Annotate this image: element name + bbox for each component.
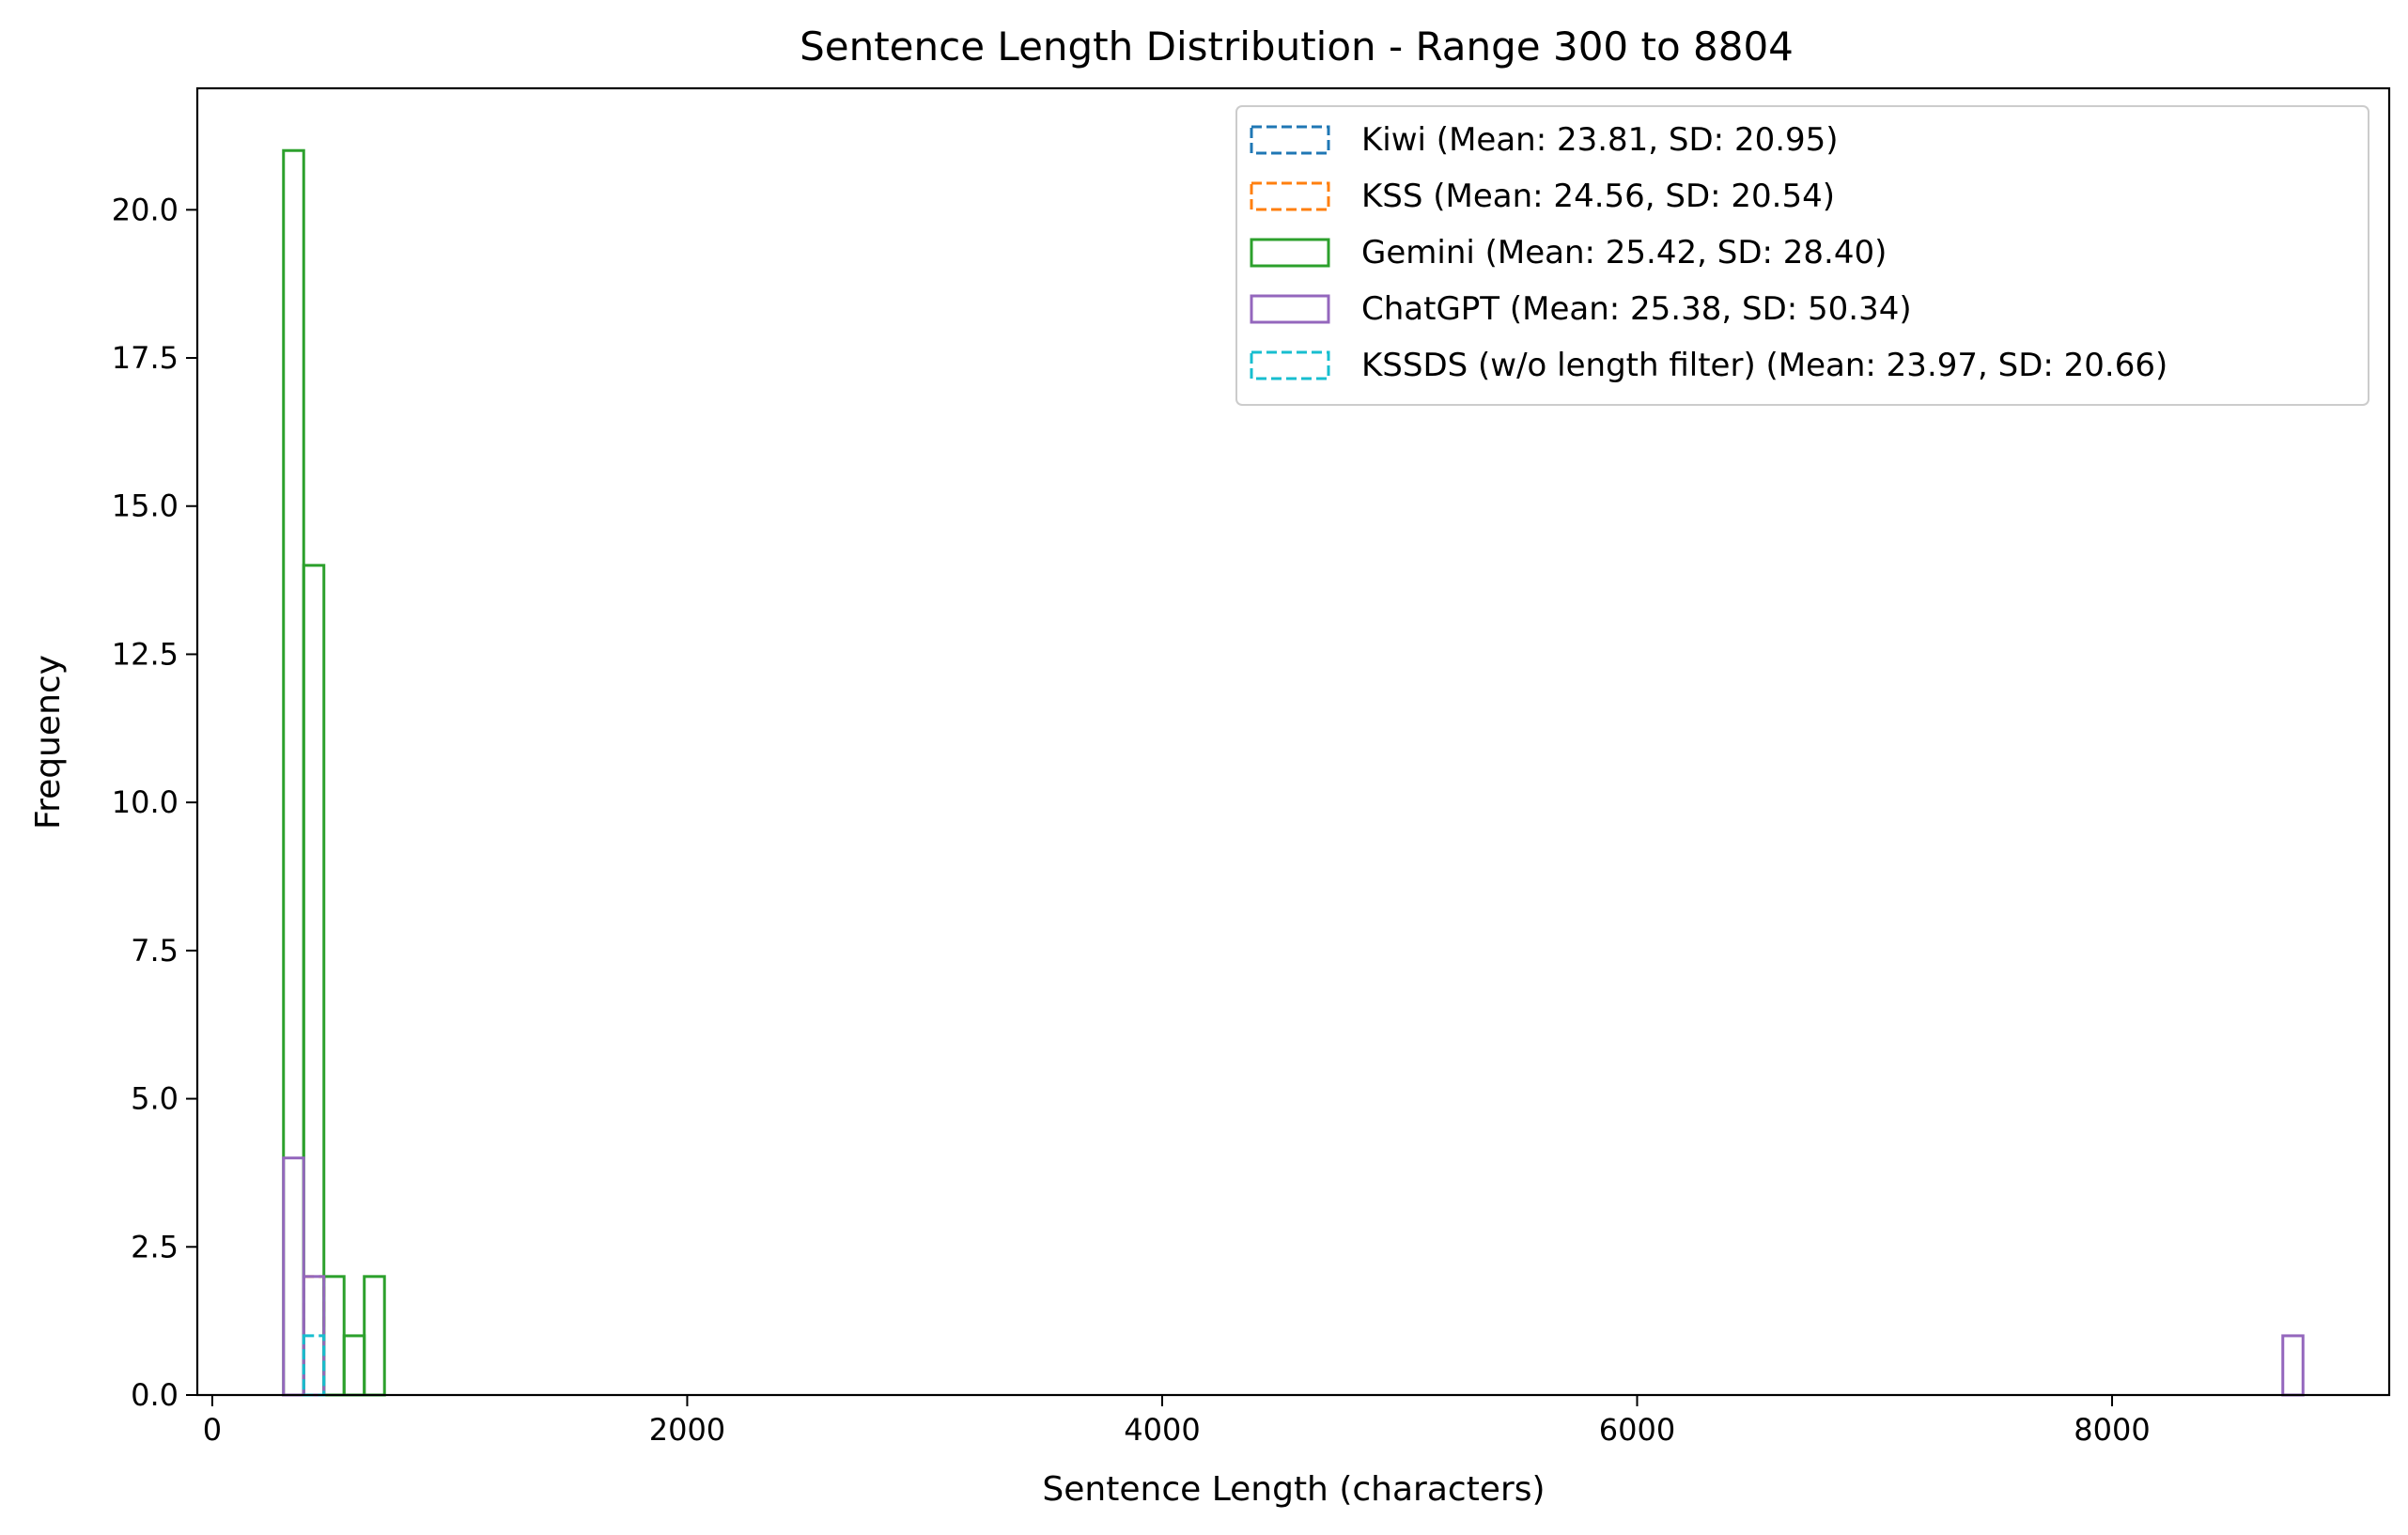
x-tick-label: 2000 <box>649 1412 725 1448</box>
x-tick-label: 0 <box>203 1412 222 1448</box>
y-tick-label: 17.5 <box>112 340 179 376</box>
y-tick-label: 10.0 <box>112 784 179 820</box>
histogram-bar <box>302 1334 326 1397</box>
plot-frame <box>195 86 2391 1397</box>
legend-swatch <box>1250 294 1330 324</box>
legend-label: KSS (Mean: 24.56, SD: 20.54) <box>1361 178 1835 215</box>
chart-title: Sentence Length Distribution - Range 300… <box>800 23 1794 70</box>
x-tick-label: 4000 <box>1124 1412 1200 1448</box>
y-tick-label: 7.5 <box>131 933 179 969</box>
legend-label: KSSDS (w/o length filter) (Mean: 23.97, … <box>1361 347 2167 384</box>
y-tick-label: 15.0 <box>112 488 179 524</box>
y-tick-label: 2.5 <box>131 1229 179 1264</box>
y-tick-label: 12.5 <box>112 636 179 672</box>
y-tick-label: 0.0 <box>131 1377 179 1413</box>
legend-swatch <box>1250 181 1330 211</box>
legend: Kiwi (Mean: 23.81, SD: 20.95) KSS (Mean: … <box>1235 105 2369 406</box>
legend-label: ChatGPT (Mean: 25.38, SD: 50.34) <box>1361 290 1912 328</box>
x-axis-ticks: 0 2000 4000 6000 8000 <box>203 1395 2151 1448</box>
legend-label: Gemini (Mean: 25.42, SD: 28.40) <box>1361 234 1887 271</box>
legend-swatch <box>1250 125 1330 155</box>
legend-swatch <box>1250 350 1330 380</box>
x-tick-label: 8000 <box>2074 1412 2150 1448</box>
legend-frame <box>1235 105 2369 406</box>
y-axis-ticks: 0.0 2.5 5.0 7.5 10.0 12.5 15.0 17.5 20.0 <box>112 192 197 1413</box>
legend-label: Kiwi (Mean: 23.81, SD: 20.95) <box>1361 121 1839 159</box>
x-axis-label: Sentence Length (characters) <box>1042 1470 1545 1509</box>
y-tick-label: 20.0 <box>112 192 179 227</box>
legend-swatch <box>1250 238 1330 268</box>
y-axis-label: Frequency <box>29 655 68 830</box>
x-tick-label: 6000 <box>1599 1412 1675 1448</box>
y-tick-label: 5.0 <box>131 1081 179 1117</box>
